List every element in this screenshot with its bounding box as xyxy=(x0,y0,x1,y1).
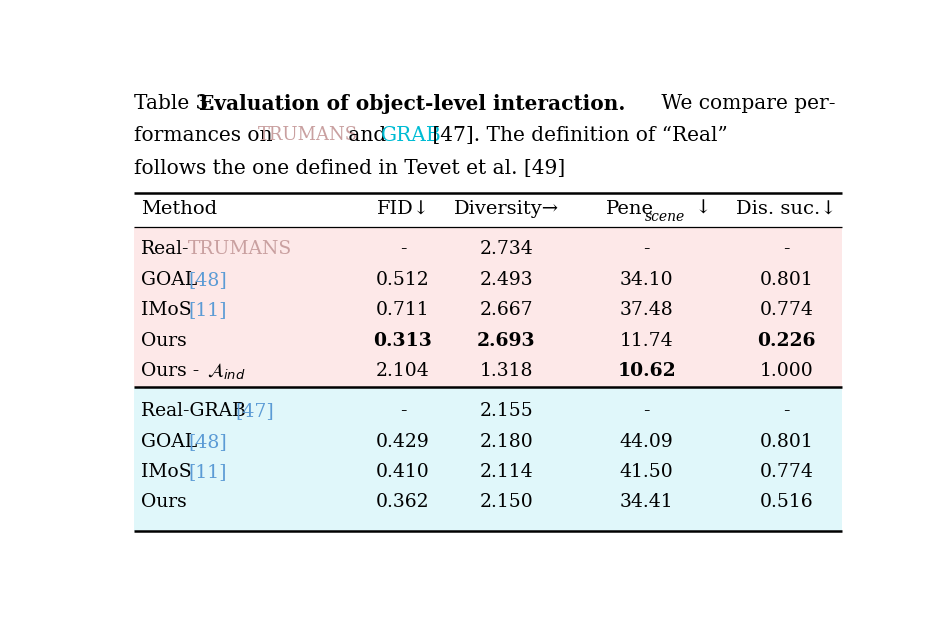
Text: formances on: formances on xyxy=(133,126,279,146)
Text: follows the one defined in Tevet et al. [49]: follows the one defined in Tevet et al. … xyxy=(133,159,565,177)
Text: -: - xyxy=(644,240,650,258)
Text: 2.693: 2.693 xyxy=(477,332,536,350)
Text: IMoS: IMoS xyxy=(141,301,198,319)
Text: 2.104: 2.104 xyxy=(376,362,430,381)
Text: -: - xyxy=(783,240,790,258)
Bar xyxy=(133,387,842,531)
Text: 37.48: 37.48 xyxy=(620,301,673,319)
Text: Diversity→: Diversity→ xyxy=(454,200,559,217)
Text: 2.114: 2.114 xyxy=(480,463,533,481)
Text: 10.62: 10.62 xyxy=(617,362,676,381)
Text: TRUMANS: TRUMANS xyxy=(258,126,358,144)
Text: Evaluation of object-level interaction.: Evaluation of object-level interaction. xyxy=(199,94,625,114)
Text: Ours -: Ours - xyxy=(141,362,206,381)
Text: GOAL: GOAL xyxy=(141,271,204,289)
Text: 0.801: 0.801 xyxy=(760,271,814,289)
Text: 2.493: 2.493 xyxy=(480,271,533,289)
Text: 44.09: 44.09 xyxy=(620,432,673,451)
Text: 0.516: 0.516 xyxy=(760,493,814,511)
Text: 34.10: 34.10 xyxy=(620,271,673,289)
Text: Method: Method xyxy=(141,200,217,217)
Text: [48]: [48] xyxy=(188,271,228,289)
Text: Real-: Real- xyxy=(141,240,189,258)
Text: 0.711: 0.711 xyxy=(376,301,430,319)
Text: 1.000: 1.000 xyxy=(760,362,814,381)
Text: [47]. The definition of “Real”: [47]. The definition of “Real” xyxy=(426,126,727,146)
Text: Real-GRAB: Real-GRAB xyxy=(141,402,252,420)
Text: 0.801: 0.801 xyxy=(760,432,814,451)
Text: FID↓: FID↓ xyxy=(376,200,429,217)
Text: TRUMANS: TRUMANS xyxy=(188,240,292,258)
Text: ↓: ↓ xyxy=(689,200,712,217)
Text: [48]: [48] xyxy=(188,432,228,451)
Text: -: - xyxy=(400,402,407,420)
Text: Ours: Ours xyxy=(141,332,187,350)
Text: [47]: [47] xyxy=(235,402,274,420)
Text: We compare per-: We compare per- xyxy=(655,94,835,113)
Bar xyxy=(133,227,842,387)
Text: -: - xyxy=(783,402,790,420)
Text: 0.512: 0.512 xyxy=(376,271,430,289)
Text: scene: scene xyxy=(645,211,685,224)
Text: Ours: Ours xyxy=(141,493,187,511)
Text: 0.774: 0.774 xyxy=(760,463,814,481)
Text: 2.180: 2.180 xyxy=(480,432,533,451)
Text: Pene: Pene xyxy=(605,200,654,217)
Text: [11]: [11] xyxy=(188,463,227,481)
Text: IMoS: IMoS xyxy=(141,463,198,481)
Text: GOAL: GOAL xyxy=(141,432,204,451)
Text: 34.41: 34.41 xyxy=(620,493,673,511)
Text: 1.318: 1.318 xyxy=(480,362,533,381)
Text: 2.150: 2.150 xyxy=(480,493,533,511)
Text: 41.50: 41.50 xyxy=(620,463,673,481)
Text: Table 3.: Table 3. xyxy=(133,94,221,113)
Text: -: - xyxy=(644,402,650,420)
Text: 0.429: 0.429 xyxy=(376,432,430,451)
Text: 0.226: 0.226 xyxy=(758,332,816,350)
Text: -: - xyxy=(400,240,407,258)
Text: 0.410: 0.410 xyxy=(376,463,430,481)
Text: [11]: [11] xyxy=(188,301,227,319)
Text: 2.155: 2.155 xyxy=(480,402,533,420)
Text: 2.734: 2.734 xyxy=(480,240,533,258)
Text: and: and xyxy=(342,126,392,146)
Text: 11.74: 11.74 xyxy=(620,332,673,350)
Text: 2.667: 2.667 xyxy=(480,301,533,319)
Text: $\mathcal{A}_{ind}$: $\mathcal{A}_{ind}$ xyxy=(208,361,246,382)
Text: 0.774: 0.774 xyxy=(760,301,814,319)
Text: 0.362: 0.362 xyxy=(376,493,430,511)
Text: GRAB: GRAB xyxy=(381,126,442,146)
Text: 0.313: 0.313 xyxy=(373,332,432,350)
Text: Dis. suc.↓: Dis. suc.↓ xyxy=(737,200,837,217)
